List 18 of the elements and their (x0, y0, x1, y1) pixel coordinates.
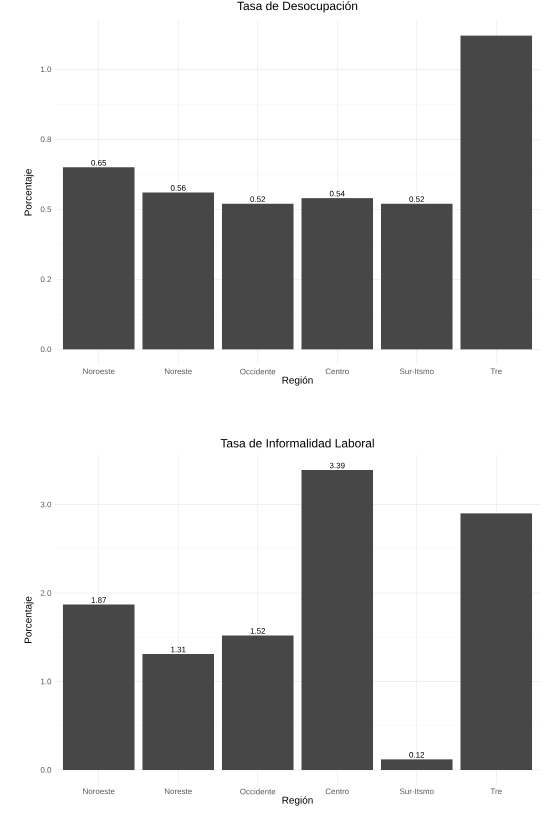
bar (460, 513, 532, 770)
bar (62, 604, 135, 770)
bar (222, 635, 294, 770)
x-axis-title: Región (282, 796, 313, 806)
bar (380, 204, 453, 350)
bar (62, 167, 135, 350)
bar (301, 470, 374, 770)
bar (142, 192, 214, 350)
y-axis-title: Porcentaje (24, 596, 34, 643)
bar (222, 204, 294, 350)
bar (142, 654, 214, 770)
bar (380, 759, 453, 770)
chart-title: Tasa de Informalidad Laboral (220, 438, 374, 448)
bar (301, 198, 374, 350)
bar (460, 36, 532, 350)
x-axis-title: Región (282, 376, 313, 386)
y-axis-title: Porcentaje (24, 169, 34, 216)
chart-title: Tasa de Desocupación (237, 1, 358, 12)
